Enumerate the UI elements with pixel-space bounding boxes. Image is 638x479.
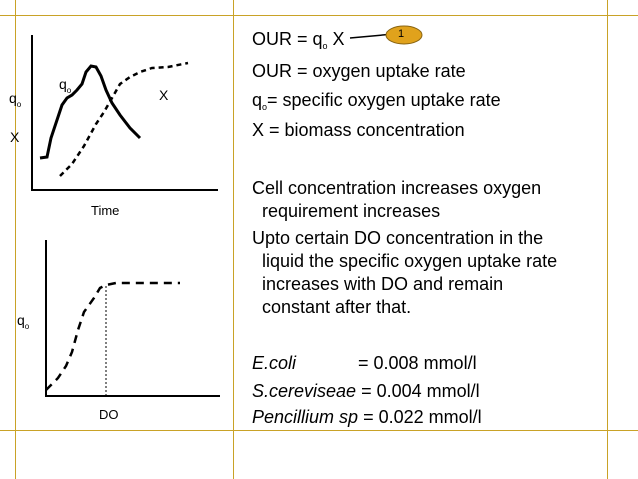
organism-name: E.coli [252,353,297,373]
paragraph-1-line-1: Cell concentration increases oxygen [252,178,542,198]
graph1-axes [31,35,218,191]
organism-name: S.cereviseae [252,381,357,401]
graph2-x-label: DO [99,407,119,422]
graph1-x-label: Time [91,203,120,218]
paragraph-2-line-2: liquid the specific oxygen uptake rate [262,251,558,271]
paragraph-2-line-4: constant after that. [262,297,412,317]
frame-right-rule [607,0,608,479]
q-curve-label: qo [59,76,72,95]
q-vs-do-curve [45,281,180,391]
our-equation: OUR = qo X [252,29,345,51]
graph1-y-label-x: X [10,129,20,145]
x-curve-label: X [159,87,169,103]
graph1-y-label-q: qo [9,90,22,109]
graph2-y-label: qo [17,312,30,331]
frame-top-rule [0,15,638,16]
callout-badge-number: 1 [398,28,405,40]
x-definition: X = biomass concentration [252,120,465,140]
graph2-axes [45,240,220,397]
paragraph-1-line-2: requirement increases [262,201,441,221]
q-definition: qo= specific oxygen uptake rate [252,90,501,112]
callout-badge [385,25,423,45]
organism-row-pencillium: Pencillium sp = 0.022 mmol/l [252,406,482,429]
organism-value: = 0.022 mmol/l [363,407,482,427]
our-definition: OUR = oxygen uptake rate [252,61,466,81]
paragraph-2-line-3: increases with DO and remain [262,274,504,294]
paragraph-2-line-1: Upto certain DO concentration in the [252,228,544,248]
frame-divider-rule [233,0,234,479]
organism-value: = 0.008 mmol/l [358,353,477,373]
time-course-diagram [31,35,220,397]
q-curve [39,64,142,160]
x-curve [59,61,189,177]
organism-row-ecoli: E.coli = 0.008 mmol/l [252,352,477,375]
frame-bottom-rule [0,430,638,431]
organism-row-scereviseae: S.cereviseae = 0.004 mmol/l [252,380,480,403]
organism-name: Pencillium sp [252,407,359,427]
frame-left-rule [15,0,16,479]
organism-value: = 0.004 mmol/l [361,381,480,401]
